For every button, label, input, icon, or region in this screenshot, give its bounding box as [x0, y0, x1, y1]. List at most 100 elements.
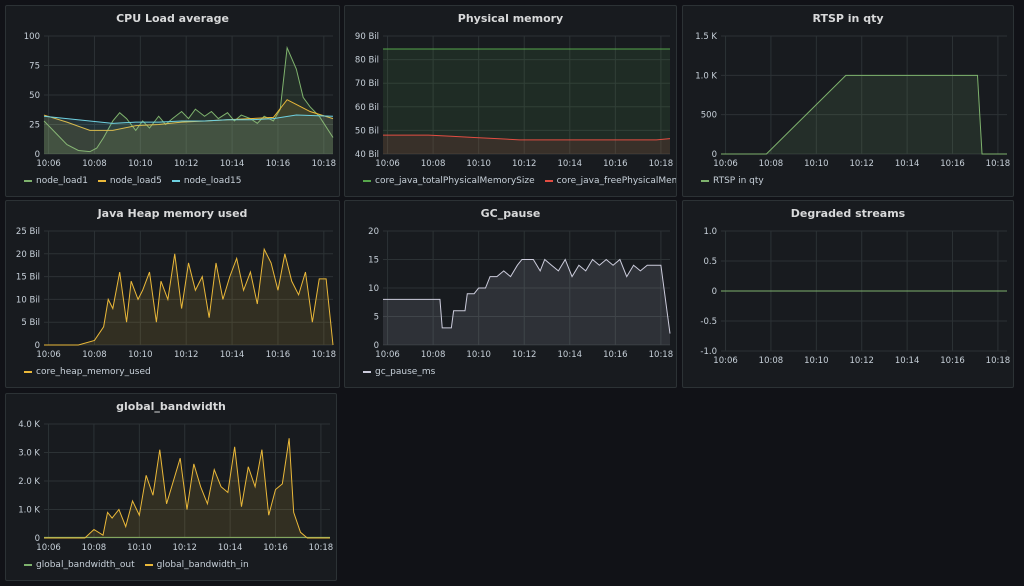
legend-swatch	[24, 564, 32, 566]
x-tick-label: 10:14	[220, 350, 245, 360]
legend-label: core_java_freePhysicalMemorySize	[556, 176, 676, 186]
legend-label: RTSP in qty	[713, 176, 764, 186]
y-tick-label: 15	[368, 256, 379, 266]
series-line-node_load15[interactable]	[43, 114, 334, 124]
x-tick-label: 10:16	[263, 543, 288, 553]
x-tick-label: 10:14	[558, 159, 583, 169]
legend: node_load1 node_load5 node_load15	[24, 176, 242, 186]
series-line-gc_pause_ms[interactable]	[383, 258, 671, 334]
series-line-node_load1[interactable]	[43, 45, 334, 153]
legend-label: node_load1	[36, 176, 88, 186]
y-tick-label: 10 Bil	[16, 295, 40, 305]
legend-item[interactable]: core_java_totalPhysicalMemorySize	[363, 176, 535, 186]
y-tick-label: 10	[368, 284, 379, 294]
panel-degraded[interactable]: Degraded streams -1.0 -0.5 0 0.5 1.0 10:06 10:0…	[682, 200, 1014, 388]
legend-label: global_bandwidth_in	[156, 560, 249, 570]
panel-title[interactable]: GC_pause	[480, 207, 541, 220]
legend-item[interactable]: global_bandwidth_out	[24, 560, 135, 570]
x-tick-label: 10:14	[895, 159, 920, 169]
x-tick-label: 10:06	[375, 350, 400, 360]
panel-physmem[interactable]: Physical memory 40 Bil 50 Bil 60 Bil 70 Bil 8…	[344, 5, 677, 197]
y-tick-label: 75	[29, 62, 40, 72]
legend-swatch	[171, 180, 180, 182]
y-tick-label: 60 Bil	[355, 103, 379, 113]
x-tick-label: 10:08	[759, 356, 784, 366]
series-line-RTSP in qty[interactable]	[721, 74, 1007, 155]
x-tick-label: 10:10	[466, 350, 491, 360]
series-area-node_load15	[44, 115, 333, 154]
legend: gc_pause_ms	[363, 367, 435, 377]
x-tick-label: 10:10	[466, 159, 491, 169]
legend-item[interactable]: gc_pause_ms	[363, 367, 435, 377]
legend: core_java_totalPhysicalMemorySize core_ja…	[363, 176, 676, 186]
y-tick-label: 25	[29, 121, 40, 131]
series-line-global_bandwidth_in[interactable]	[44, 438, 330, 539]
y-tick-label: 15 Bil	[16, 273, 40, 283]
y-tick-label: 0	[35, 534, 40, 544]
panel-title[interactable]: RTSP in qty	[812, 12, 884, 25]
x-tick-label: 10:14	[218, 543, 243, 553]
panel-heap[interactable]: Java Heap memory used 0 5 Bil 10 Bil 15 Bil 2…	[5, 200, 340, 388]
y-tick-label: 0	[35, 341, 40, 351]
y-tick-label: 40 Bil	[355, 150, 379, 160]
x-tick-label: 10:18	[649, 350, 674, 360]
legend-item[interactable]: node_load1	[24, 176, 88, 186]
panel-title[interactable]: Degraded streams	[790, 207, 906, 220]
y-tick-label: 1.0	[703, 227, 717, 237]
x-tick-label: 10:08	[759, 159, 784, 169]
legend-item[interactable]: node_load15	[171, 176, 242, 186]
y-tick-label: 50	[29, 91, 40, 101]
legend-item[interactable]: global_bandwidth_in	[144, 560, 249, 570]
chart-gc: 0 5 10 15 20 10:06 10:08 10:10 10:12 10:14 10:16 10…	[368, 227, 674, 360]
x-tick-label: 10:14	[558, 350, 583, 360]
y-tick-label: 0	[374, 341, 379, 351]
panel-gc[interactable]: GC_pause 0 5 10 15 20 10:06 10:08 10:10 10:12 10:1…	[344, 200, 677, 388]
legend: core_heap_memory_used	[24, 367, 151, 377]
legend-swatch	[363, 371, 371, 373]
x-tick-label: 10:06	[36, 350, 61, 360]
legend-swatch	[363, 180, 371, 182]
x-tick-label: 10:18	[986, 159, 1011, 169]
panel-title[interactable]: Java Heap memory used	[97, 207, 248, 220]
chart-physmem: 40 Bil 50 Bil 60 Bil 70 Bil 80 Bil 90 Bil 10:0…	[355, 32, 673, 169]
legend-item[interactable]: node_load5	[97, 176, 162, 186]
y-tick-label: 90 Bil	[355, 32, 379, 42]
panel-bandwidth[interactable]: global_bandwidth 0 1.0 K 2.0 K 3.0 K 4.0 K 10:…	[5, 393, 337, 581]
chart-heap: 0 5 Bil 10 Bil 15 Bil 20 Bil 25 Bil 10:06 10:08…	[16, 227, 336, 360]
series-area-core_java_totalPhysicalMemorySize	[383, 48, 670, 155]
y-tick-label: -0.5	[700, 317, 717, 327]
panel-title[interactable]: Physical memory	[457, 12, 564, 25]
x-tick-label: 10:16	[266, 159, 291, 169]
legend-item[interactable]: core_java_freePhysicalMemorySize	[544, 176, 676, 186]
series-line-core_java_freePhysicalMemorySize[interactable]	[383, 134, 671, 141]
x-tick-label: 10:16	[940, 356, 965, 366]
x-tick-label: 10:08	[82, 543, 107, 553]
y-tick-label: -1.0	[700, 347, 717, 357]
panel-title[interactable]: global_bandwidth	[116, 400, 226, 413]
panel-rtsp[interactable]: RTSP in qty 0 500 1.0 K 1.5 K 10:06 10:08 10:10…	[682, 5, 1014, 197]
panel-cpu[interactable]: CPU Load average 0 25 50 75 100 10:06 10:08 10:1…	[5, 5, 340, 197]
legend-item[interactable]: core_heap_memory_used	[24, 367, 151, 377]
x-tick-label: 10:12	[849, 159, 874, 169]
legend-label: node_load5	[109, 176, 162, 186]
series-line-core_heap_memory_used[interactable]	[44, 247, 334, 346]
x-tick-label: 10:06	[713, 159, 738, 169]
legend-swatch	[701, 180, 709, 182]
legend-label: global_bandwidth_out	[36, 560, 135, 570]
y-tick-label: 0.5	[703, 257, 717, 267]
x-tick-label: 10:14	[895, 356, 920, 366]
legend: RTSP in qty	[701, 176, 764, 186]
chart-rtsp: 0 500 1.0 K 1.5 K 10:06 10:08 10:10 10:12 10:14 1…	[695, 32, 1011, 169]
series-area-global_bandwidth_in	[44, 438, 330, 538]
x-tick-label: 10:06	[36, 543, 61, 553]
series-area-node_load5	[44, 99, 333, 154]
panel-title[interactable]: CPU Load average	[116, 12, 229, 25]
y-tick-label: 1.5 K	[695, 32, 717, 42]
x-tick-label: 10:18	[312, 159, 337, 169]
x-tick-label: 10:16	[940, 159, 965, 169]
y-tick-label: 80 Bil	[355, 56, 379, 66]
x-tick-label: 10:18	[986, 356, 1011, 366]
legend-item[interactable]: RTSP in qty	[701, 176, 764, 186]
x-tick-label: 10:06	[375, 159, 400, 169]
x-tick-label: 10:12	[512, 159, 537, 169]
